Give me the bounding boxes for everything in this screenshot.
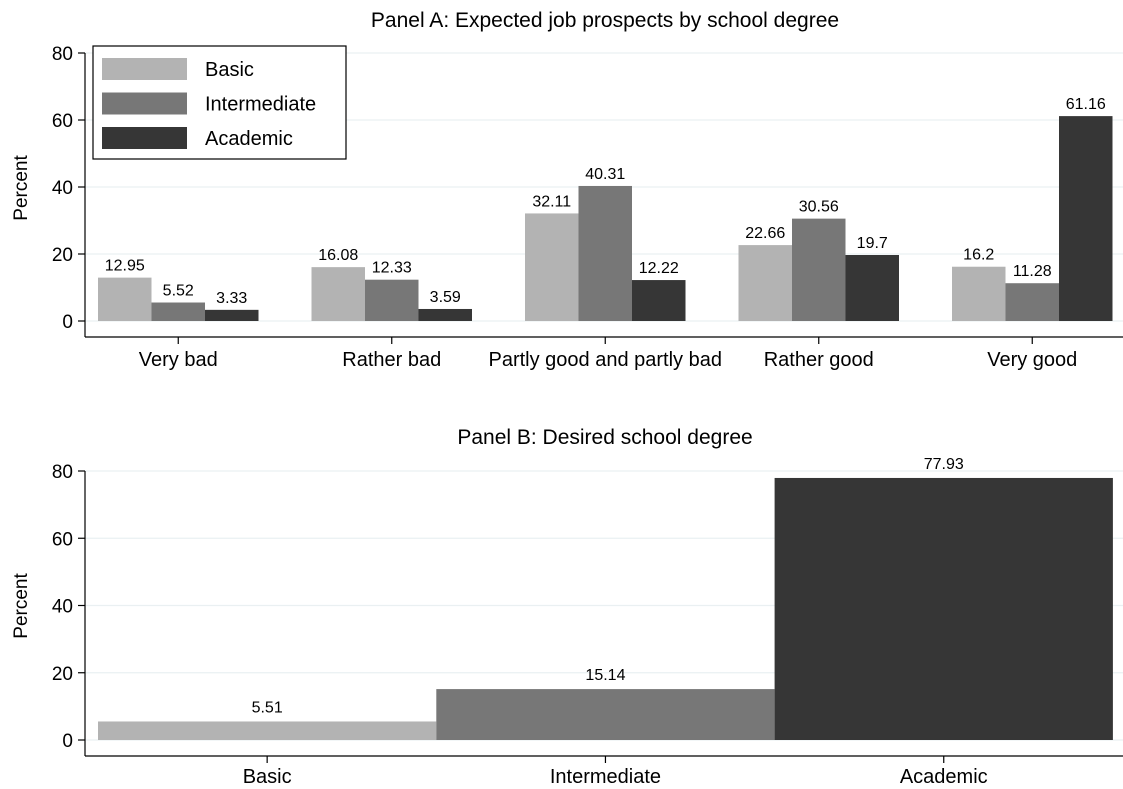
panel-a-title: Panel A: Expected job prospects by schoo… [371,9,839,32]
y-tick-label: 40 [52,178,73,199]
data-label: 3.59 [430,289,461,306]
panel-b: Panel B: Desired school degree Percent 5… [11,426,1123,788]
y-tick-label: 80 [52,462,73,483]
bar-basic [738,245,792,321]
y-tick-label: 0 [62,731,73,752]
x-tick-label: Partly good and partly bad [489,349,723,371]
bar-intermediate [578,185,632,321]
x-tick-label: Very good [987,349,1077,371]
data-label: 61.16 [1066,96,1106,113]
data-label: 16.08 [318,247,358,264]
x-tick-label: Basic [243,766,292,788]
data-label: 19.7 [857,235,888,252]
panel-b-y-axis-label: Percent [11,573,32,639]
bar-basic [98,277,152,321]
legend-label-intermediate: Intermediate [205,94,316,116]
data-label: 16.2 [963,247,994,264]
y-tick-label: 60 [52,111,73,132]
panel-b-data-labels: 5.51 15.14 77.93 [252,456,964,717]
x-tick-label: Intermediate [550,766,661,788]
bar-academic [632,280,686,321]
bar-intermediate [1005,283,1059,321]
bar-academic [774,477,1113,740]
y-tick-label: 40 [52,597,73,618]
legend-label-basic: Basic [205,59,254,81]
panel-a-y-axis-label: Percent [11,155,32,221]
data-label: 12.33 [372,260,412,277]
data-label: 15.14 [585,667,625,684]
bar-basic [525,213,579,321]
panel-a-axes: 0 20 40 60 80 Very bad Rather bad Partly good a… [52,44,1123,371]
x-tick-label: Rather good [764,349,874,371]
panel-b-bars [98,477,1113,740]
y-tick-label: 60 [52,529,73,550]
bar-basic [311,267,365,321]
bar-intermediate [792,218,846,321]
y-tick-label: 20 [52,664,73,685]
data-label: 5.52 [163,283,194,300]
y-tick-label: 0 [62,312,73,333]
data-label: 3.33 [216,290,247,307]
bar-academic [1059,116,1113,321]
legend-swatch-basic [102,58,187,80]
panel-b-title: Panel B: Desired school degree [457,426,752,449]
data-label: 12.95 [105,258,145,275]
data-label: 77.93 [924,456,964,473]
bar-intermediate [365,279,419,321]
data-label: 40.31 [585,166,625,183]
bar-academic [205,309,259,321]
data-label: 22.66 [745,225,785,242]
x-tick-label: Academic [900,766,988,788]
legend-swatch-intermediate [102,92,187,115]
bar-basic [98,721,437,740]
data-label: 5.51 [252,699,283,716]
bar-intermediate [151,302,205,321]
panel-a-legend: Basic Intermediate Academic [92,45,347,160]
panel-a-bars [98,116,1113,321]
panel-a: Panel A: Expected job prospects by schoo… [11,9,1123,371]
panel-a-data-labels: 12.95 5.52 3.33 16.08 12.33 3.59 32.11 40.31 12.… [105,96,1106,307]
bar-basic [952,266,1006,321]
legend-label-academic: Academic [205,128,293,150]
data-label: 12.22 [639,260,679,277]
x-tick-label: Very bad [139,349,218,371]
data-label: 32.11 [532,193,571,210]
x-tick-label: Rather bad [342,349,441,371]
data-label: 11.28 [1013,263,1052,280]
bar-academic [845,255,899,321]
y-tick-label: 20 [52,245,73,266]
legend-swatch-academic [102,127,187,149]
panel-b-axes: 0 20 40 60 80 Basic Intermediate Academic [52,462,1123,788]
bar-academic [418,308,472,321]
bar-intermediate [436,689,775,740]
data-label: 30.56 [799,199,839,216]
y-tick-label: 80 [52,44,73,65]
